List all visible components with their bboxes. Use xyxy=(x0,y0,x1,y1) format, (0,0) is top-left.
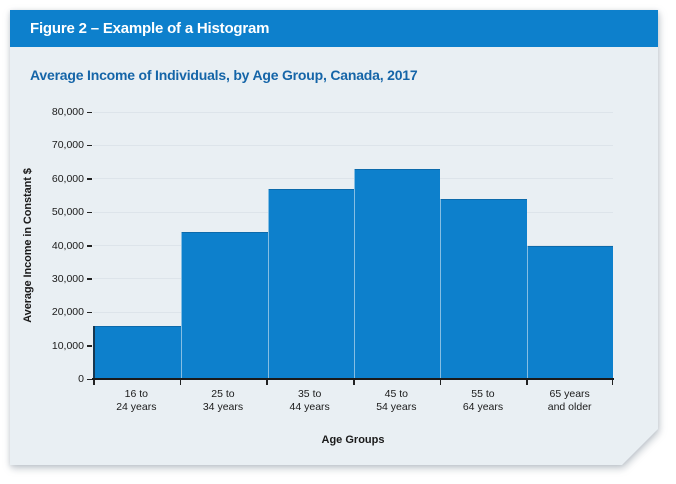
y-tick-mark xyxy=(87,345,92,347)
chart-title: Average Income of Individuals, by Age Gr… xyxy=(30,67,418,83)
y-tick-mark xyxy=(87,112,92,114)
y-tick-mark xyxy=(87,379,92,381)
x-tick-label-line: and older xyxy=(547,401,592,413)
histogram-bar xyxy=(181,232,267,379)
histogram-bars xyxy=(93,112,613,379)
figure-card: Figure 2 – Example of a Histogram Averag… xyxy=(10,10,658,465)
gridline xyxy=(93,145,613,146)
x-tick-mark xyxy=(526,380,528,385)
x-tick-label-line: 54 years xyxy=(376,401,417,413)
x-tick-label-line: 34 years xyxy=(202,401,244,413)
histogram-bar xyxy=(527,246,613,380)
x-tick-label-line: 44 years xyxy=(289,401,330,413)
x-tick-label: 35 to 44 years xyxy=(266,388,353,414)
x-tick-label-line: 45 to xyxy=(384,388,408,400)
y-tick-label: 40,000 xyxy=(51,239,84,252)
histogram-bar xyxy=(440,199,526,379)
figure-card-wrapper: Figure 2 – Example of a Histogram Averag… xyxy=(10,10,658,465)
x-tick-label: 45 to 54 years xyxy=(353,388,440,414)
x-tick-mark xyxy=(353,380,355,385)
x-axis-title: Age Groups xyxy=(321,434,385,446)
y-tick-mark xyxy=(87,245,92,247)
x-tick-label-line: 65 years xyxy=(549,388,590,400)
y-tick-mark xyxy=(87,178,92,180)
x-tick-label: 16 to 24 years xyxy=(93,388,180,414)
x-tick-label-line: 24 years xyxy=(116,401,157,413)
figure-header-bar: Figure 2 – Example of a Histogram xyxy=(10,10,658,47)
y-tick-mark xyxy=(87,212,92,214)
y-tick-label: 50,000 xyxy=(51,206,84,219)
x-tick-label-line: 64 years xyxy=(462,401,504,413)
x-tick-label-line: 16 to xyxy=(124,388,148,400)
gridline xyxy=(93,112,613,113)
y-tick-mark xyxy=(87,145,92,147)
figure-title: Figure 2 – Example of a Histogram xyxy=(30,20,270,37)
x-tick-mark xyxy=(266,380,268,385)
y-tick-label: 0 xyxy=(78,373,84,385)
x-tick-label: 55 to 64 years xyxy=(440,388,527,414)
x-tick-mark xyxy=(93,380,95,385)
x-tick-label: 65 years and older xyxy=(526,388,613,414)
x-tick-mark xyxy=(612,380,614,385)
y-tick-label: 20,000 xyxy=(51,306,84,319)
y-tick-label: 60,000 xyxy=(51,172,84,185)
x-tick-label-line: 25 to xyxy=(211,388,235,400)
y-tick-label: 80,000 xyxy=(51,106,84,118)
y-tick-mark xyxy=(87,278,92,280)
x-tick-mark xyxy=(180,380,182,385)
y-tick-label: 10,000 xyxy=(51,339,84,352)
histogram-plot-area: 0 10,000 20,000 30,000 40,000 50,000 60,000 70,… xyxy=(93,112,613,379)
gridline xyxy=(93,178,613,179)
y-tick-label: 30,000 xyxy=(51,272,84,285)
histogram-bar xyxy=(93,326,181,379)
x-tick-label-line: 35 to xyxy=(297,388,322,400)
x-tick-label-line: 55 to xyxy=(471,388,495,400)
y-tick-mark xyxy=(87,312,92,314)
y-tick-label: 70,000 xyxy=(51,139,84,152)
x-axis-line xyxy=(92,378,614,380)
histogram-bar xyxy=(268,189,354,379)
x-tick-label: 25 to 34 years xyxy=(180,388,267,414)
histogram-bar xyxy=(354,169,440,379)
x-tick-mark xyxy=(440,380,442,385)
